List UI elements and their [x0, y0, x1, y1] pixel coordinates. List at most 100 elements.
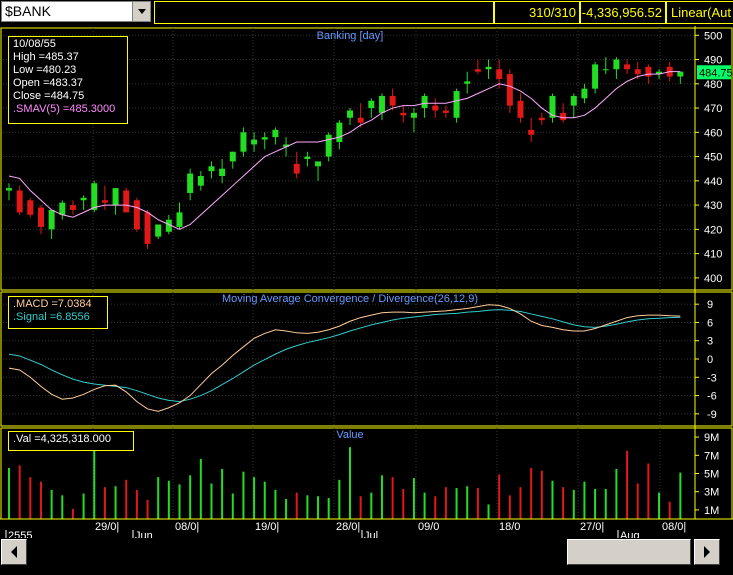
panel-border	[0, 27, 733, 291]
info-close: Close =484.75	[13, 90, 85, 102]
candle-body	[464, 81, 471, 84]
candle-body	[400, 112, 407, 116]
candle-body	[197, 175, 204, 186]
volume-y-tick-label: 9M	[704, 432, 719, 444]
month-label: Jun	[135, 530, 153, 538]
volume-bar	[626, 450, 629, 519]
volume-bar	[658, 492, 661, 519]
candle-body	[549, 95, 556, 118]
candle-body	[251, 139, 258, 145]
toolbar-blank-cell	[154, 1, 494, 24]
price-y-tick-label: 460	[704, 127, 722, 139]
volume-bar	[540, 470, 543, 519]
volume-bar	[103, 487, 106, 519]
volume-bar	[253, 477, 256, 519]
volume-bar	[530, 468, 533, 519]
volume-bar	[476, 488, 479, 519]
candle-body	[592, 64, 599, 89]
candle-body	[165, 219, 172, 232]
candle-body	[123, 190, 130, 213]
x-tick-label: 29/0|	[95, 521, 119, 533]
candle-body	[112, 188, 119, 206]
volume-bar	[338, 479, 341, 519]
macd-y-tick-label: 6	[707, 317, 713, 329]
volume-bar	[146, 499, 149, 519]
macd-y-tick-label: -9	[707, 409, 717, 421]
candle-body	[506, 74, 513, 106]
macd-info-box: .MACD =7.0384 .Signal =6.8556	[8, 296, 108, 329]
symbol-combo-box[interactable]: $BANK	[1, 1, 151, 22]
candle-body	[155, 224, 162, 237]
candle-body	[634, 69, 641, 75]
volume-bar	[50, 489, 53, 519]
candle-body	[453, 91, 460, 118]
volume-panel-title: Value	[336, 429, 363, 441]
x-tick-label: 09/0	[418, 521, 439, 533]
candle-body	[347, 110, 353, 118]
volume-bar	[412, 478, 415, 519]
info-high: High =485.37	[13, 51, 79, 63]
arrow-left-icon	[11, 546, 17, 558]
candle-body	[27, 200, 34, 215]
horizontal-scrollbar[interactable]	[0, 538, 733, 575]
scale-mode-cell[interactable]: Linear(Aut	[666, 1, 733, 24]
candle-body	[144, 212, 151, 244]
macd-y-tick-label: 9	[707, 299, 713, 311]
volume-bar	[583, 481, 586, 519]
macd-y-tick-label: 3	[707, 336, 713, 348]
volume-bar	[285, 498, 288, 519]
candle-body	[410, 112, 417, 118]
candle-body	[187, 173, 194, 193]
volume-bar	[487, 504, 490, 519]
volume-bar	[199, 458, 202, 519]
signal-line	[8, 309, 681, 403]
volume-bar	[604, 488, 607, 519]
info-val: .Val =4,325,318.000	[13, 433, 111, 445]
candle-body	[442, 110, 449, 113]
volume-bar	[455, 488, 458, 519]
volume-bar	[647, 463, 650, 519]
price-y-tick-label: 480	[704, 79, 722, 91]
volume-bar	[391, 477, 394, 519]
x-tick-label: 08/0|	[175, 521, 199, 533]
candle-body	[570, 95, 577, 106]
candle-body	[16, 190, 23, 213]
volume-bar	[423, 492, 426, 519]
price-info-box: 10/08/55 High =485.37 Low =480.23 Open =…	[8, 36, 128, 124]
candle-body	[538, 117, 545, 121]
scroll-left-button[interactable]	[1, 539, 27, 565]
volume-bar	[508, 495, 511, 519]
symbol-dropdown-button[interactable]	[132, 2, 150, 21]
info-macd: .MACD =7.0384	[13, 298, 92, 310]
volume-bar	[39, 481, 42, 519]
candle-body	[325, 134, 332, 157]
volume-bar	[359, 496, 362, 519]
volume-bar	[29, 477, 32, 519]
candle-body	[624, 64, 631, 70]
volume-bar	[157, 477, 160, 519]
candle-body	[357, 117, 364, 123]
candle-body	[421, 95, 428, 109]
volume-bar	[125, 479, 128, 519]
candle-body	[496, 69, 503, 79]
volume-bar	[572, 489, 575, 519]
candle-body	[485, 66, 492, 70]
volume-bar	[82, 493, 85, 519]
scroll-right-button[interactable]	[694, 539, 720, 565]
scale-mode[interactable]: Linear(Aut	[671, 5, 731, 20]
candle-body	[336, 122, 343, 143]
volume-bar	[402, 488, 405, 519]
candle-body	[240, 132, 247, 152]
symbol-text[interactable]: $BANK	[5, 3, 51, 19]
volume-bar	[434, 496, 437, 519]
volume-bar	[18, 465, 21, 519]
month-label: Aug	[620, 530, 640, 538]
info-date: 10/08/55	[13, 38, 56, 50]
panel-border	[0, 291, 733, 427]
info-low: Low =480.23	[13, 64, 77, 76]
chart-canvas[interactable]: 484.75 500 490 480 470 460 450 440 430 420 410 400…	[0, 26, 733, 538]
price-y-tick-label: 430	[704, 200, 722, 212]
scroll-thumb[interactable]	[567, 539, 691, 565]
price-y-tick-label: 490	[704, 55, 722, 67]
last-price-tag-label: 484.75	[699, 67, 733, 79]
